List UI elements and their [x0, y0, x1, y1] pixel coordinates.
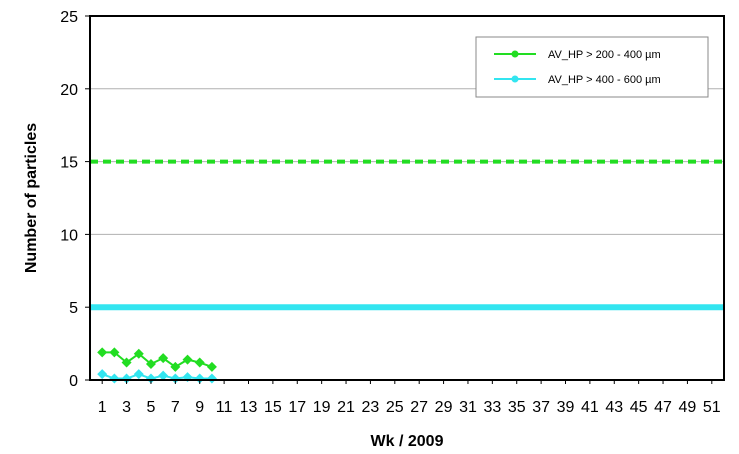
- legend-marker-series-2: [511, 75, 519, 83]
- series-1-point: [133, 348, 144, 359]
- series-1-point: [109, 347, 120, 358]
- series-1-point: [194, 357, 205, 368]
- legend-label-series-2: AV_HP > 400 - 600 µm: [548, 74, 661, 86]
- series-1-point: [170, 361, 181, 372]
- series-2-point: [133, 369, 144, 380]
- x-tick-label: 41: [581, 399, 599, 416]
- x-tick-label: 7: [171, 399, 180, 416]
- y-tick-label: 0: [69, 373, 78, 390]
- x-tick-label: 5: [147, 399, 156, 416]
- series-1-point: [182, 354, 193, 365]
- series-2-point: [194, 373, 205, 384]
- x-tick-label: 9: [195, 399, 204, 416]
- y-axis-ticks: 0 5 10 15 20 25: [60, 9, 90, 390]
- series-1-point: [97, 347, 108, 358]
- x-tick-label: 13: [240, 399, 258, 416]
- x-tick-label: 17: [288, 399, 306, 416]
- x-tick-label: 27: [410, 399, 428, 416]
- x-tick-label: 11: [216, 399, 233, 416]
- series-2-point: [121, 373, 132, 384]
- y-tick-label: 15: [60, 155, 78, 172]
- legend-marker-series-1: [511, 50, 519, 58]
- series-2-point: [97, 369, 108, 380]
- plot-area-frame: [89, 15, 725, 381]
- series-2-point: [109, 373, 120, 384]
- x-tick-label: 3: [122, 399, 131, 416]
- x-tick-label: 39: [557, 399, 575, 416]
- x-tick-label: 15: [264, 399, 282, 416]
- x-tick-label: 45: [630, 399, 648, 416]
- x-tick-label: 35: [508, 399, 526, 416]
- y-axis-label: Number of particles: [23, 123, 40, 273]
- x-tick-label: 19: [313, 399, 331, 416]
- x-tick-label: 25: [386, 399, 404, 416]
- series-2-point: [206, 373, 217, 384]
- legend: AV_HP > 200 - 400 µm AV_HP > 400 - 600 µ…: [475, 36, 709, 98]
- x-tick-label: 33: [483, 399, 501, 416]
- y-tick-label: 10: [60, 227, 78, 244]
- x-tick-label: 37: [532, 399, 550, 416]
- x-tick-label: 31: [459, 399, 477, 416]
- y-tick-label: 20: [60, 82, 78, 99]
- series-2-line: [101, 373, 212, 380]
- y-tick-label: 25: [60, 9, 78, 26]
- x-tick-label: 23: [362, 399, 380, 416]
- series-1-point: [158, 353, 169, 364]
- x-tick-label: 1: [98, 399, 107, 416]
- y-tick-label: 5: [69, 300, 78, 317]
- series-1-point: [121, 357, 132, 368]
- legend-label-series-1: AV_HP > 200 - 400 µm: [548, 49, 661, 61]
- series-1-point: [206, 361, 217, 372]
- x-tick-label: 47: [654, 399, 672, 416]
- x-tick-label: 43: [605, 399, 623, 416]
- x-axis-ticks: 1 3 5 7 9 11 13 15 17 19 21 23 25 27 29 31 33 35 37 39 41 43 4…: [98, 380, 721, 416]
- series-1-point: [145, 358, 156, 369]
- legend-box: [475, 36, 709, 98]
- series-2-point: [158, 370, 169, 381]
- reference-lines: [90, 159, 724, 311]
- series-1-line: [102, 351, 213, 369]
- x-tick-label: 51: [703, 399, 721, 416]
- x-tick-label: 49: [679, 399, 697, 416]
- series-2-point: [170, 373, 181, 384]
- x-tick-label: 29: [435, 399, 453, 416]
- grid-lines: [90, 88, 724, 308]
- series-layer: [97, 347, 217, 384]
- x-tick-label: 21: [337, 399, 355, 416]
- x-axis-label: Wk / 2009: [371, 433, 444, 450]
- series-2-point: [145, 373, 156, 384]
